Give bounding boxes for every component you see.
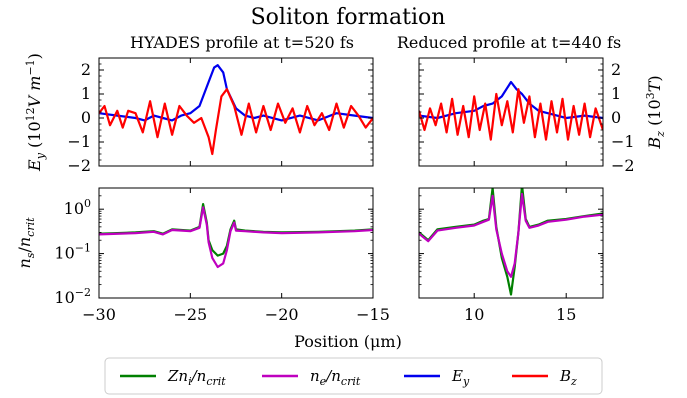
series-zn-i-n-crit-line <box>419 188 603 296</box>
x-axis-label: Position (μm) <box>294 332 402 351</box>
legend: Zni/ncrit ne/ncrit Ey Bz <box>104 357 603 395</box>
y-tick-label: 0 <box>611 108 621 127</box>
axes-frame <box>418 187 604 299</box>
y-tick-label: −1 <box>67 132 91 151</box>
subplot-title-reduced: Reduced profile at t=440 fs <box>397 33 621 52</box>
panel-bottom-right: 10 15 <box>418 187 604 324</box>
y-tick-label: 10−2 <box>54 286 91 307</box>
y-tick-label: 2 <box>81 60 91 79</box>
panel-bottom-left: 10−2 10−1 100 −30 −25 −20 −15 <box>54 187 390 324</box>
legend-box <box>104 357 603 395</box>
axes-frame <box>98 187 374 299</box>
y-axis-label-bz: Bz (103T) <box>644 75 667 149</box>
y-axis-label-ey: Ey (1012V m−1) <box>24 53 47 172</box>
y-tick-label: 10−1 <box>54 242 91 263</box>
legend-label-zn_i: Zni/ncrit <box>167 367 226 388</box>
y-tick-label: −2 <box>611 156 635 175</box>
y-tick-label: 100 <box>64 197 91 218</box>
y-tick-label: 0 <box>81 108 91 127</box>
series-b-z-line <box>99 88 373 156</box>
x-tick-label: 15 <box>556 305 576 324</box>
subplot-title-hyades: HYADES profile at t=520 fs <box>130 33 354 52</box>
y-tick-label: −1 <box>611 132 635 151</box>
y-axis-label-density: ns/ncrit <box>15 217 37 269</box>
series-n-e-n-crit-line <box>99 206 373 269</box>
series-n-e-n-crit-line <box>419 192 603 278</box>
x-tick-label: 10 <box>464 305 484 324</box>
series-b-z-line <box>419 88 603 141</box>
panel-top-left: −2 −1 0 1 2 <box>67 57 374 175</box>
x-tick-label: −30 <box>82 305 116 324</box>
x-tick-label: −20 <box>265 305 299 324</box>
legend-label-e_y: Ey <box>451 367 470 388</box>
legend-label-n_e: ne/ncrit <box>310 367 361 388</box>
y-tick-label: 1 <box>81 84 91 103</box>
x-tick-label: −15 <box>356 305 390 324</box>
y-tick-label: 2 <box>611 60 621 79</box>
legend-label-b_z: Bz <box>559 367 577 388</box>
y-tick-label: −2 <box>67 156 91 175</box>
figure-title: Soliton formation <box>251 5 446 30</box>
y-tick-label: 1 <box>611 84 621 103</box>
x-tick-label: −25 <box>173 305 207 324</box>
panel-top-right: −2 −1 0 1 2 <box>418 57 635 175</box>
